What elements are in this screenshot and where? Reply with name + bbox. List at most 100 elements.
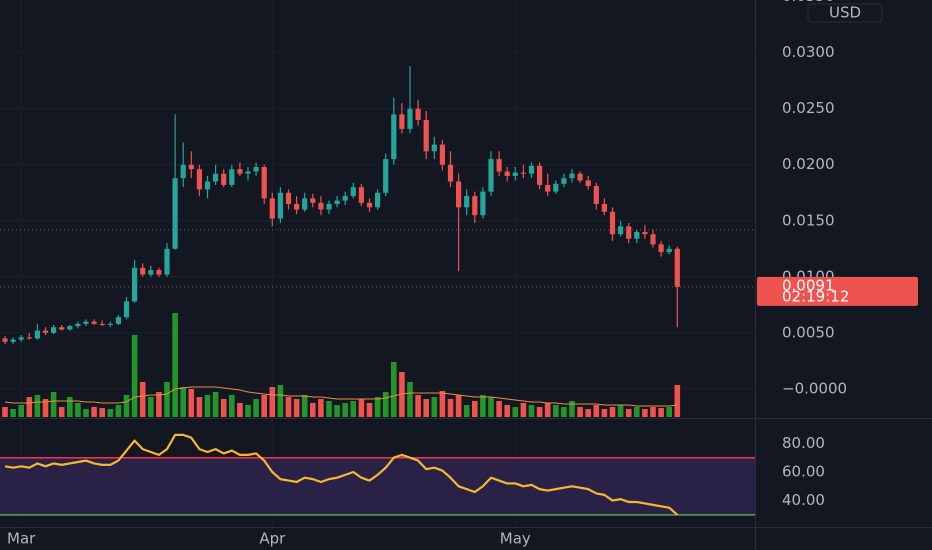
candle-body <box>237 169 243 174</box>
candle-body <box>253 166 259 172</box>
volume-bar <box>2 407 8 417</box>
volume-bar <box>220 399 227 417</box>
volume-bar <box>553 405 559 417</box>
y-tick-label: 0.0150 <box>782 211 835 229</box>
candle-body <box>439 144 445 165</box>
volume-bar <box>625 409 632 417</box>
candle-body <box>480 191 486 216</box>
candle-body <box>391 114 397 160</box>
candle-body <box>569 173 575 179</box>
volume-bar <box>18 405 24 417</box>
volume-bar <box>334 405 340 417</box>
volume-bar <box>447 399 454 417</box>
x-tick-label: Apr <box>259 530 286 548</box>
volume-bar <box>91 407 97 417</box>
candle-body <box>326 203 332 210</box>
volume-bar <box>204 395 211 417</box>
volume-bar <box>544 403 551 417</box>
volume-bar <box>431 397 438 417</box>
volume-bar <box>472 401 478 417</box>
candle-body <box>2 338 8 342</box>
candle-body <box>148 270 154 275</box>
candle-body <box>59 327 65 330</box>
volume-bar <box>382 392 389 417</box>
candle-body <box>626 226 632 239</box>
x-tick-label: May <box>500 530 531 548</box>
volume-bar <box>366 403 373 417</box>
volume-bar <box>593 405 600 417</box>
candle-body <box>366 202 373 208</box>
candle-body <box>618 226 624 235</box>
volume-bar <box>34 395 41 417</box>
candle-body <box>431 144 437 152</box>
candle-body <box>423 119 429 152</box>
candle-body <box>415 108 421 120</box>
candle-body <box>75 323 81 327</box>
candle-body <box>504 171 510 176</box>
candle-body <box>561 178 567 184</box>
volume-bar <box>561 407 567 417</box>
volume-bar <box>261 395 267 417</box>
volume-bar <box>407 382 413 417</box>
volume-bar <box>156 392 162 417</box>
volume-bar <box>601 409 608 417</box>
candle-body <box>18 337 24 340</box>
candle-body <box>674 248 680 287</box>
plot-area <box>0 66 755 516</box>
candle-body <box>642 231 648 235</box>
axis: 0.03500.03000.02500.02000.01500.01000.00… <box>7 0 847 548</box>
candle-body <box>318 202 324 210</box>
currency-label: USD <box>829 4 861 22</box>
candle-body <box>310 198 316 203</box>
volume-bar <box>188 389 195 417</box>
volume-bar <box>391 362 397 417</box>
volume-bar <box>528 405 535 417</box>
y-tick-label: 0.0050 <box>782 323 835 341</box>
volume-bar <box>350 401 357 417</box>
candle-body <box>456 181 462 208</box>
volume-bar <box>26 397 33 417</box>
volume-bar <box>115 405 122 417</box>
volume-bar <box>488 397 494 417</box>
candle-body <box>115 317 121 324</box>
volume-ma <box>4 386 678 407</box>
volume-bar <box>196 397 203 417</box>
candle-body <box>10 339 16 342</box>
volume-bar <box>164 382 170 417</box>
candle-body <box>91 321 97 324</box>
rsi-band <box>0 457 755 515</box>
y-tick-label: 0.0250 <box>782 99 835 117</box>
candle-body <box>350 187 356 197</box>
candle-body <box>520 172 526 174</box>
volume-bar <box>253 399 259 417</box>
rsi-tick-label: 40.00 <box>782 491 825 509</box>
y-tick-label: 0.0200 <box>782 155 835 173</box>
candle-body <box>67 326 73 330</box>
candle-body <box>537 165 543 185</box>
currency-box[interactable] <box>807 3 883 23</box>
volume-bar <box>415 395 421 417</box>
candle-body <box>180 164 186 179</box>
volume-bar <box>342 403 348 417</box>
volume-bar <box>536 407 543 417</box>
volume-bar <box>107 409 114 417</box>
candle-body <box>172 178 178 249</box>
volume-bar <box>480 395 486 417</box>
last-price-label: 0.0091 <box>782 276 835 294</box>
volume-bar <box>172 313 178 417</box>
rsi-tick-label: 60.00 <box>782 463 825 481</box>
volume-bar <box>148 397 154 417</box>
candle-body <box>99 323 105 325</box>
candle-body <box>164 248 170 275</box>
volume-bar <box>463 405 470 417</box>
volume-bar <box>496 401 502 417</box>
volume-bar <box>585 409 591 417</box>
volume-bar <box>634 407 640 417</box>
candle-body <box>204 181 211 190</box>
volume-bar <box>374 397 381 417</box>
candle-body <box>358 187 364 203</box>
volume-bar <box>318 399 324 417</box>
volume-bar <box>285 397 292 417</box>
candle-body <box>634 231 640 239</box>
volume-bar <box>10 409 16 417</box>
